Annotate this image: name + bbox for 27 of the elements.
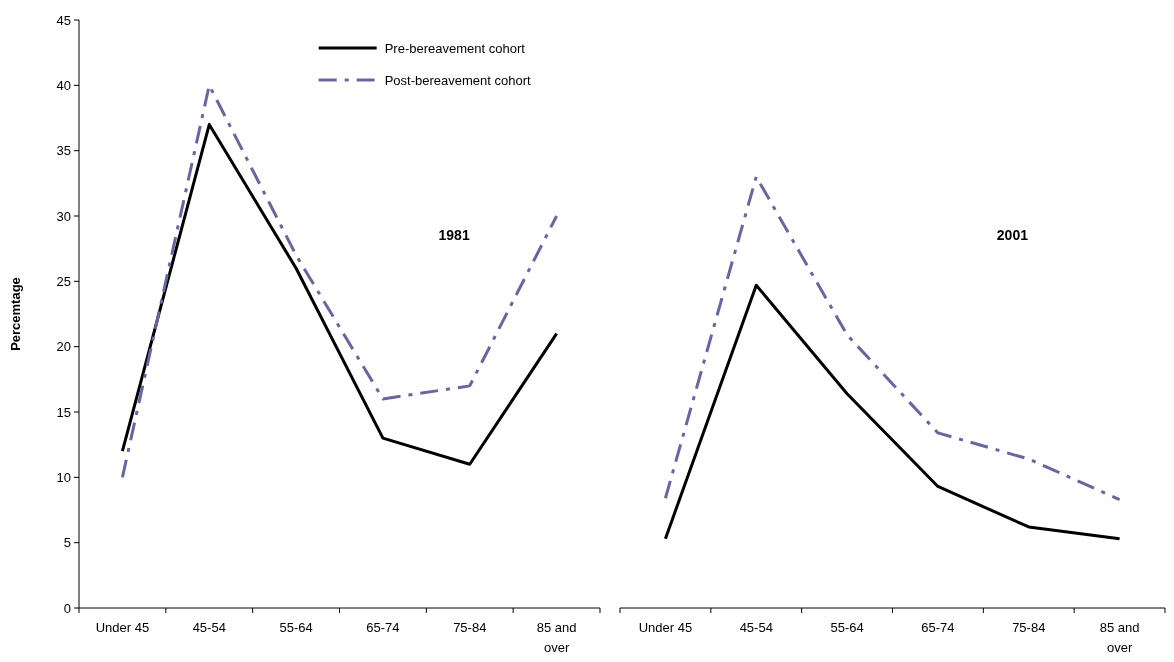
x-tick-label: 85 and over	[536, 620, 577, 655]
x-tick-label: 65-74	[921, 620, 955, 635]
legend-label: Post-bereavement cohort	[384, 72, 532, 88]
x-tick-label: 45-54	[192, 620, 226, 635]
x-tick-label: Under 45	[95, 620, 150, 635]
legend-label: Pre-bereavement cohort	[384, 40, 526, 56]
y-tick-label: 10	[56, 469, 71, 485]
y-tick-label: 25	[56, 273, 71, 289]
y-tick-label: 5	[63, 535, 71, 551]
x-tick-label: 75-84	[1012, 620, 1046, 635]
y-tick-label: 15	[56, 404, 71, 420]
y-tick-label: 35	[56, 143, 71, 159]
text: 2001	[996, 227, 1029, 243]
x-tick-label: 75-84	[453, 620, 487, 635]
y-tick-label: 45	[56, 12, 71, 28]
y-axis-title: Percemtage	[8, 277, 23, 351]
x-tick-label: 85 and over	[1099, 620, 1140, 655]
y-tick-label: 0	[63, 600, 71, 616]
x-tick-label: 65-74	[366, 620, 400, 635]
y-tick-label: 40	[56, 77, 71, 93]
text: 1981	[438, 227, 470, 243]
x-tick-label: 55-64	[830, 620, 864, 635]
x-tick-label: 55-64	[279, 620, 313, 635]
y-tick-label: 20	[56, 339, 71, 355]
x-tick-label: 45-54	[739, 620, 773, 635]
y-tick-label: 30	[56, 208, 71, 224]
x-tick-label: Under 45	[638, 620, 693, 635]
